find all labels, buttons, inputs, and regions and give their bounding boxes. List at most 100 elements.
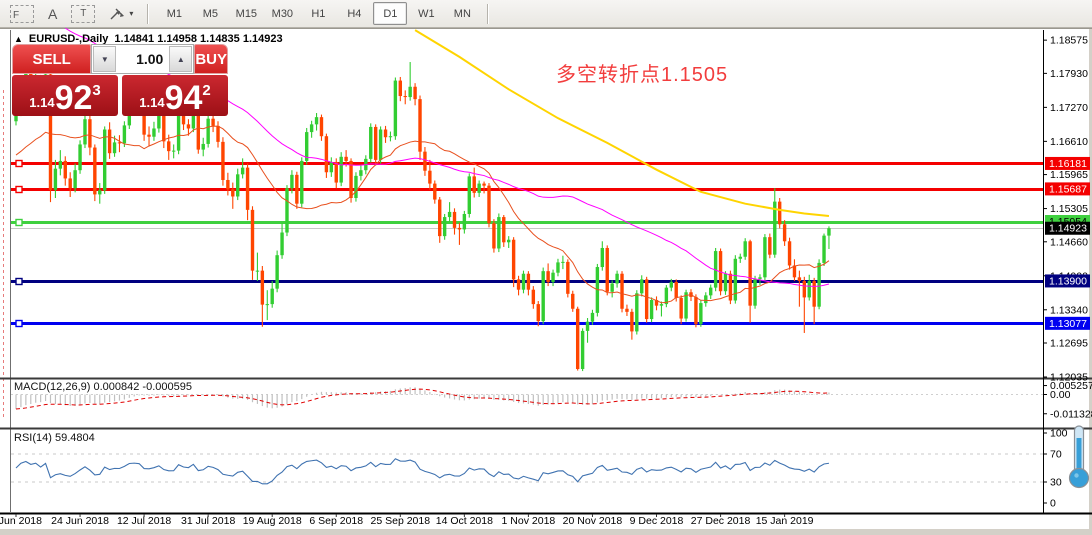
diagonal-arrows-icon: [110, 8, 125, 19]
date-tick-label: 15 Jan 2019: [756, 515, 814, 527]
svg-text:1.15687: 1.15687: [1049, 183, 1087, 195]
letter-a-icon: A: [48, 5, 58, 22]
price-tick-label: 1.12695: [1050, 338, 1088, 350]
buy-price-pips: 94: [164, 79, 203, 118]
svg-text:1.16181: 1.16181: [1049, 158, 1087, 170]
buy-price-point: 2: [202, 82, 211, 99]
price-badge-1.16181: 1.16181: [1045, 156, 1090, 170]
sell-price-display[interactable]: 1.14 92 3: [12, 75, 118, 116]
svg-text:100: 100: [1050, 428, 1068, 440]
volume-input[interactable]: 1.00: [136, 51, 164, 67]
hline-handle[interactable]: [15, 277, 23, 286]
collapse-triangle-icon[interactable]: ▲: [14, 34, 23, 44]
svg-text:1.13900: 1.13900: [1049, 275, 1087, 287]
volume-spinner: ▼ 1.00 ▲: [91, 44, 195, 74]
svg-text:30: 30: [1050, 477, 1062, 489]
date-tick-label: 27 Dec 2018: [691, 515, 751, 527]
volume-increase-button[interactable]: ▲: [169, 46, 193, 72]
chart-title: ▲ EURUSD-,Daily 1.14841 1.14958 1.14835 …: [14, 33, 283, 45]
volume-decrease-button[interactable]: ▼: [93, 46, 117, 72]
svg-text:0: 0: [1050, 498, 1056, 510]
macd-pane: [11, 387, 1043, 409]
sma-fast: [15, 125, 830, 304]
rsi-indicator-label: RSI(14) 59.4804: [14, 432, 95, 444]
svg-text:0.00: 0.00: [1050, 389, 1071, 401]
price-tick-label: 1.13340: [1050, 304, 1088, 316]
objects-tool-button[interactable]: ▾: [103, 2, 139, 26]
date-tick-label: 12 Jul 2018: [117, 515, 171, 527]
tf-button-m1[interactable]: M1: [166, 7, 182, 20]
svg-text:1.13077: 1.13077: [1049, 318, 1087, 330]
horizontal-lines: [11, 159, 1043, 328]
hline-handle[interactable]: [15, 319, 23, 328]
frame-tool-button[interactable]: F: [4, 2, 40, 26]
hline-1.15054[interactable]: [11, 218, 1043, 227]
price-badge-1.14923: 1.14923: [1045, 221, 1090, 235]
hline-handle[interactable]: [15, 218, 23, 227]
price-tick-label: 1.15965: [1050, 169, 1088, 181]
frame-f-icon: F: [10, 4, 34, 23]
price-tick-label: 1.16610: [1050, 136, 1088, 148]
date-tick-label: 19 Aug 2018: [243, 515, 302, 527]
chevron-down-icon: ▾: [129, 9, 134, 18]
svg-text:70: 70: [1050, 449, 1062, 461]
time-axis: 5 Jun 2018 24 Jun 2018 12 Jul 2018 31 Jul 2…: [0, 514, 814, 527]
date-tick-label: 6 Sep 2018: [309, 515, 363, 527]
price-axis: 1.18575 1.17930 1.17270 1.16610 1.15965 1.153…: [1043, 35, 1090, 384]
price-tick-label: 1.17930: [1050, 68, 1088, 80]
tf-button-m30[interactable]: M30: [271, 7, 294, 20]
price-badge-1.15687: 1.15687: [1045, 182, 1090, 196]
toolbar: F A T ▾ M1 M5 M15 M30 H1 H4 D1 W1 MN: [0, 0, 1092, 28]
buy-price-prefix: 1.14: [139, 95, 165, 110]
date-tick-label: 1 Nov 2018: [502, 515, 556, 527]
toolbar-separator: [147, 3, 150, 24]
tf-button-h1[interactable]: H1: [311, 7, 326, 20]
timeframe-group: M1 M5 M15 M30 H1 H4 D1 W1 MN: [157, 2, 479, 25]
tf-button-m5[interactable]: M5: [202, 7, 218, 20]
tf-button-d1[interactable]: D1: [373, 2, 408, 25]
tf-button-h4[interactable]: H4: [347, 7, 362, 20]
letter-t-icon: T: [71, 4, 96, 23]
one-click-trade-panel: SELL ▼ 1.00 ▲ BUY 1.14 92 3 1.14 94 2: [12, 44, 228, 116]
date-tick-label: 31 Jul 2018: [181, 515, 235, 527]
svg-text:1.14923: 1.14923: [1049, 223, 1087, 235]
sell-price-pips: 92: [54, 79, 93, 118]
hline-handle[interactable]: [15, 159, 23, 168]
date-tick-label: 5 Jun 2018: [0, 515, 42, 527]
hline-1.15687[interactable]: [11, 185, 1043, 194]
macd-signal-line: [15, 388, 829, 410]
tf-button-mn[interactable]: MN: [453, 7, 471, 20]
date-tick-label: 9 Dec 2018: [630, 515, 684, 527]
tf-button-w1[interactable]: W1: [418, 7, 435, 20]
ma-slow: [414, 29, 830, 218]
price-tick-label: 1.12035: [1050, 372, 1088, 384]
macd-indicator-label: MACD(12,26,9) 0.000842 -0.000595: [14, 381, 192, 393]
thermometer-icon: [1068, 425, 1090, 489]
symbol-period-label: EURUSD-,Daily: [28, 33, 109, 45]
hline-1.16181[interactable]: [11, 159, 1043, 168]
rsi-line: [15, 458, 830, 485]
hline-handle[interactable]: [15, 185, 23, 194]
price-tick-label: 1.15305: [1050, 203, 1088, 215]
candles: [14, 62, 831, 372]
toolbar-separator: [487, 3, 490, 24]
buy-price-display[interactable]: 1.14 94 2: [122, 75, 228, 116]
sell-price-prefix: 1.14: [29, 95, 55, 110]
date-tick-label: 20 Nov 2018: [563, 515, 623, 527]
price-badge-1.13077: 1.13077: [1045, 316, 1090, 330]
text-label-tool-button[interactable]: T: [65, 2, 101, 26]
sell-price-point: 3: [92, 82, 101, 99]
sell-button[interactable]: SELL: [12, 44, 92, 74]
tf-button-m15[interactable]: M15: [235, 7, 258, 20]
price-tick-label: 1.18575: [1050, 35, 1088, 47]
date-tick-label: 14 Oct 2018: [436, 515, 493, 527]
buy-button[interactable]: BUY: [194, 44, 228, 74]
chart-annotation-text: 多空转折点1.1505: [556, 64, 729, 86]
svg-text:-0.011328: -0.011328: [1050, 408, 1092, 420]
hline-1.13077[interactable]: [11, 319, 1043, 328]
text-cursor-button[interactable]: A: [42, 2, 63, 26]
date-tick-label: 25 Sep 2018: [371, 515, 431, 527]
rsi-axis: 100 70 30 0: [1043, 428, 1068, 510]
